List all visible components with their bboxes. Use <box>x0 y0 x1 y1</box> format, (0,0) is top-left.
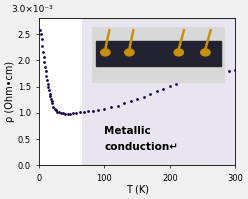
Point <box>40 44 44 47</box>
Text: Metallic: Metallic <box>104 126 151 136</box>
Point <box>214 71 217 75</box>
Point <box>220 70 224 74</box>
Point <box>227 69 231 72</box>
Point <box>91 109 95 112</box>
Point <box>161 87 165 90</box>
Text: 3.0×10⁻³: 3.0×10⁻³ <box>12 5 53 14</box>
Point <box>155 90 159 93</box>
Point <box>61 112 65 115</box>
Point <box>48 92 52 95</box>
Point <box>116 104 120 107</box>
X-axis label: T (K): T (K) <box>126 184 149 194</box>
Point <box>181 80 185 83</box>
Point <box>82 110 86 113</box>
Point <box>46 86 50 89</box>
Point <box>74 111 78 114</box>
Point <box>41 50 45 53</box>
Point <box>66 112 70 116</box>
Point <box>109 105 113 109</box>
Point <box>42 55 46 58</box>
Point <box>44 70 48 73</box>
Point <box>122 102 126 105</box>
Point <box>44 74 48 77</box>
Point <box>48 95 52 98</box>
Point <box>50 99 54 102</box>
Point <box>142 95 146 98</box>
Point <box>201 74 205 77</box>
Point <box>207 72 211 76</box>
Point <box>45 78 49 81</box>
Point <box>174 82 178 85</box>
Y-axis label: ρ (Ohm•cm): ρ (Ohm•cm) <box>5 61 15 123</box>
Point <box>42 60 46 64</box>
Point <box>53 107 57 110</box>
Point <box>78 111 82 114</box>
Point <box>135 98 139 101</box>
Point <box>39 33 43 36</box>
Point <box>68 112 72 116</box>
Point <box>54 109 58 112</box>
Point <box>49 97 53 100</box>
Bar <box>82 19 235 165</box>
Point <box>233 68 237 71</box>
Point <box>40 38 44 41</box>
Point <box>71 112 75 115</box>
Point <box>129 100 133 103</box>
Point <box>168 85 172 88</box>
Text: conduction↵: conduction↵ <box>104 142 179 152</box>
Point <box>59 111 63 114</box>
Point <box>57 111 61 114</box>
Point <box>50 101 54 104</box>
Point <box>46 82 50 85</box>
Point <box>194 76 198 79</box>
Point <box>96 108 100 111</box>
Point <box>38 28 42 32</box>
Point <box>63 112 67 116</box>
Point <box>148 93 152 96</box>
Point <box>187 78 191 81</box>
Point <box>52 105 56 108</box>
Point <box>47 89 51 92</box>
Point <box>86 110 90 113</box>
Point <box>43 65 47 68</box>
Point <box>55 110 59 113</box>
Point <box>102 107 106 110</box>
